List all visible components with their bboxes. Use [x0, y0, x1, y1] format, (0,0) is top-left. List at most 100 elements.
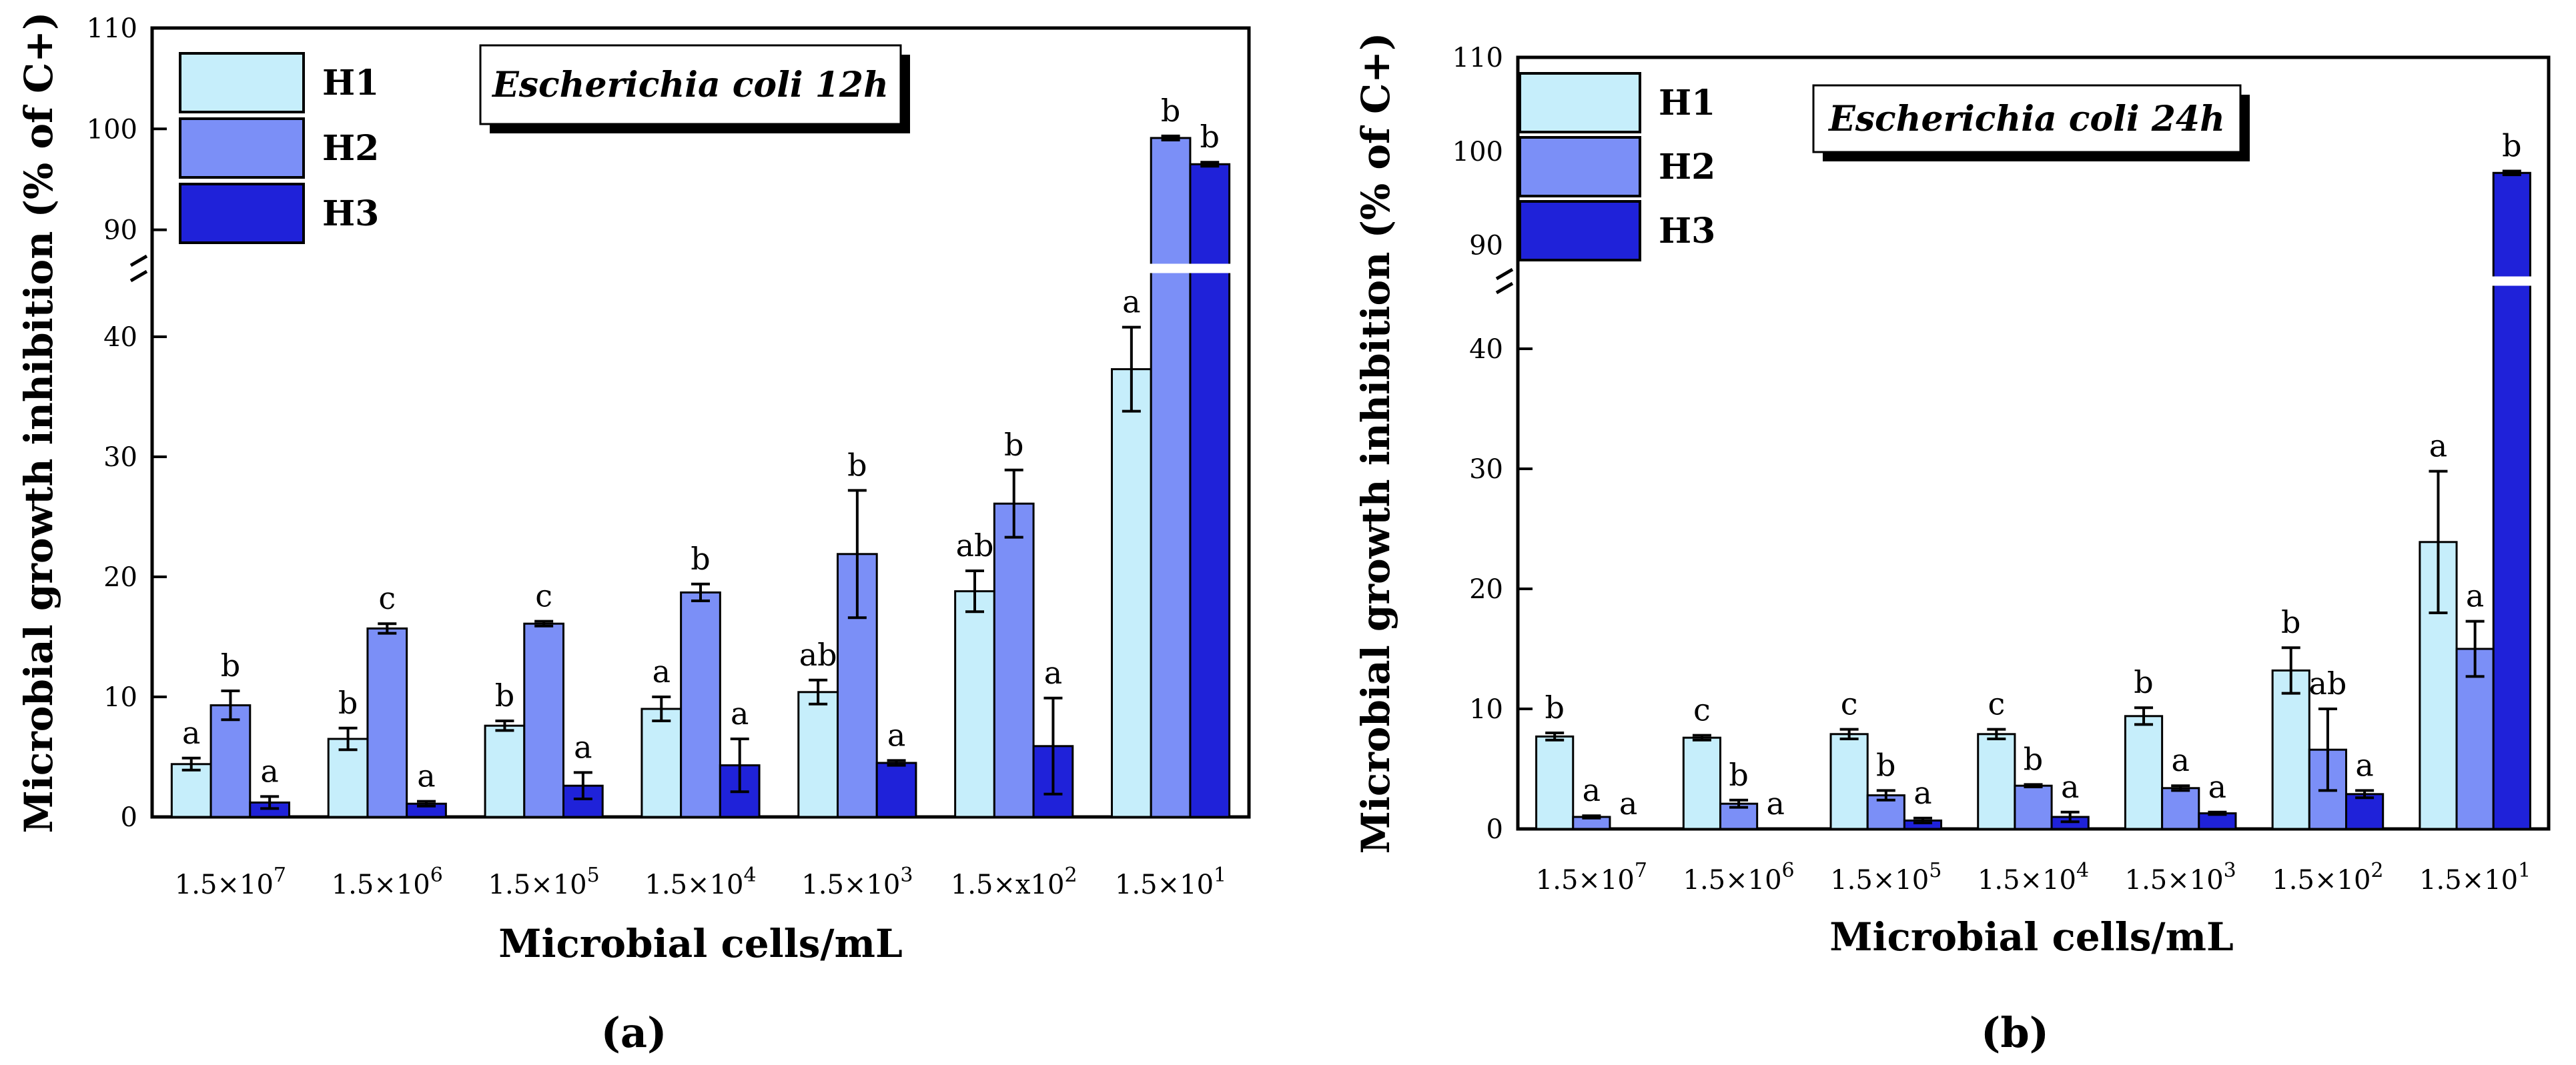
x-tick-exponent: 6 — [1782, 859, 1795, 882]
bar — [954, 590, 995, 818]
x-tick-label: 1.5×103 — [801, 864, 913, 900]
significance-label: b — [2134, 664, 2153, 700]
significance-label: b — [1161, 93, 1180, 129]
y-tick-label: 40 — [103, 322, 137, 353]
significance-label: a — [2171, 742, 2189, 778]
bar — [209, 704, 252, 818]
x-tick-exponent: 4 — [2076, 859, 2089, 882]
significance-label: b — [1876, 747, 1895, 783]
significance-label: a — [2208, 769, 2226, 805]
panel-label: (a) — [601, 1008, 667, 1057]
significance-label: c — [1988, 686, 2005, 722]
bar — [366, 627, 408, 818]
bar — [1535, 735, 1575, 830]
y-tick-label: 100 — [1452, 137, 1503, 167]
panel-label: (b) — [1981, 1008, 2049, 1057]
axis-break-mark — [129, 254, 148, 267]
axis-break-mark — [129, 269, 148, 283]
y-tick-label: 30 — [1469, 454, 1503, 485]
significance-label: b — [1200, 119, 1220, 155]
legend-swatch — [179, 52, 305, 113]
bar-break-gap — [1150, 263, 1192, 273]
bar — [2492, 171, 2531, 830]
chart-title: Escherichia coli 24h — [1827, 99, 2225, 139]
legend-label: H3 — [1659, 211, 1715, 251]
significance-label: b — [338, 685, 358, 721]
significance-label: a — [1767, 786, 1785, 822]
significance-label: b — [2281, 604, 2300, 640]
significance-label: b — [221, 648, 240, 684]
x-tick-exponent: 1 — [2518, 859, 2531, 882]
significance-label: a — [2466, 578, 2484, 614]
y-tick-label: 30 — [103, 442, 137, 473]
chart-title: Escherichia coli 12h — [491, 65, 889, 105]
x-tick-label: 1.5×107 — [1536, 859, 1647, 896]
y-axis-title: Microbial growth inhibition (% of C+) — [1353, 33, 1398, 854]
x-tick-base: 1.5×10 — [1830, 865, 1929, 896]
x-tick-exponent: 2 — [2371, 859, 2383, 882]
x-tick-exponent: 5 — [1929, 859, 1942, 882]
significance-label: a — [1583, 772, 1601, 808]
significance-label: c — [1841, 686, 1858, 722]
significance-label: b — [691, 541, 710, 577]
x-tick-base: 1.5×10 — [2272, 865, 2371, 896]
significance-label: a — [653, 654, 671, 690]
legend-label: H2 — [1659, 147, 1715, 187]
y-tick-label: 10 — [103, 682, 137, 713]
axis-break-mark — [1495, 267, 1514, 281]
bar — [484, 724, 526, 818]
bar — [523, 622, 564, 818]
bar — [1829, 733, 1869, 830]
significance-label: a — [417, 758, 435, 794]
y-axis-title: Microbial growth inhibition (% of C+) — [16, 12, 61, 834]
significance-label: a — [887, 717, 905, 753]
x-tick-base: 1.5×10 — [1978, 865, 2076, 896]
bar — [2271, 669, 2310, 830]
x-tick-base: 1.5×10 — [488, 870, 587, 900]
x-tick-base: 1.5×10 — [645, 870, 743, 900]
x-tick-label: 1.5×105 — [488, 864, 600, 900]
title-box — [1812, 84, 2242, 153]
significance-label: a — [260, 753, 278, 789]
significance-label: b — [2502, 127, 2521, 163]
y-tick-label: 0 — [121, 802, 137, 833]
significance-label: a — [2061, 769, 2079, 805]
significance-label: b — [2024, 741, 2043, 777]
x-tick-label: 1.5×107 — [175, 864, 286, 900]
y-tick-label: 10 — [1469, 694, 1503, 725]
x-tick-exponent: 3 — [900, 864, 913, 887]
x-tick-label: 1.5×103 — [2125, 859, 2236, 896]
significance-label: b — [1729, 757, 1748, 793]
x-tick-label: 1.5×x102 — [951, 864, 1078, 900]
bar — [680, 591, 721, 818]
bar — [1111, 368, 1152, 818]
x-tick-exponent: 1 — [1214, 864, 1226, 887]
x-tick-label: 1.5×106 — [1683, 859, 1795, 896]
y-tick-label: 110 — [1452, 43, 1503, 73]
legend-swatch — [179, 183, 305, 244]
x-tick-base: 1.5×10 — [332, 870, 430, 900]
x-tick-label: 1.5×101 — [2419, 859, 2531, 896]
legend-swatch — [179, 117, 305, 179]
legend-label: H1 — [1659, 83, 1715, 123]
significance-label: a — [574, 729, 592, 765]
y-tick-label: 20 — [1469, 574, 1503, 605]
x-tick-exponent: 4 — [743, 864, 756, 887]
significance-label: a — [2355, 747, 2373, 783]
bar — [2124, 715, 2164, 830]
legend-label: H1 — [322, 63, 379, 103]
bar — [1189, 163, 1231, 818]
y-tick-label: 90 — [1469, 231, 1503, 261]
x-axis-title: Microbial cells/mL — [498, 921, 902, 966]
significance-label: b — [847, 447, 867, 483]
significance-label: c — [378, 580, 396, 616]
bar — [2345, 793, 2385, 830]
bar — [170, 763, 212, 818]
significance-label: a — [1913, 775, 1931, 811]
significance-label: ab — [799, 637, 837, 673]
x-tick-label: 1.5×106 — [332, 864, 443, 900]
title-box — [479, 44, 902, 125]
x-tick-exponent: 7 — [274, 864, 286, 887]
